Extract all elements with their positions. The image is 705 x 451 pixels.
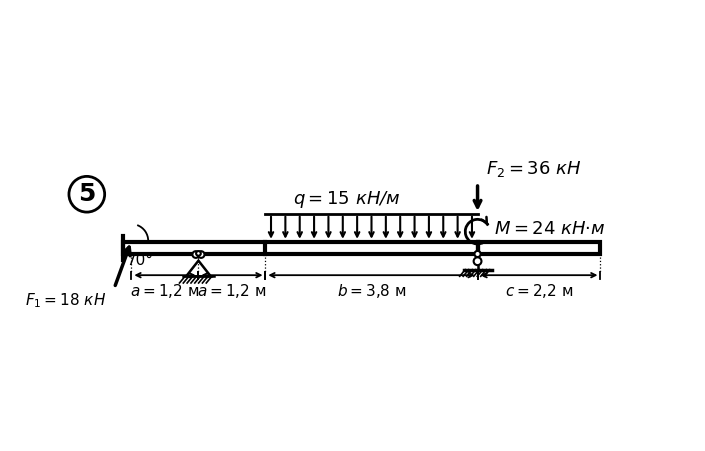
Text: $c = 2{,}2$ м: $c = 2{,}2$ м	[505, 282, 573, 300]
Circle shape	[198, 251, 204, 258]
Text: $q = 15$ кН/м: $q = 15$ кН/м	[293, 189, 401, 211]
Text: $M = 24$ кН$\cdot$м: $M = 24$ кН$\cdot$м	[494, 220, 606, 238]
Circle shape	[474, 258, 482, 265]
Text: $F_1 = 18$ кН: $F_1 = 18$ кН	[25, 291, 106, 309]
Circle shape	[196, 251, 201, 256]
Bar	[266, 242, 477, 244]
Circle shape	[192, 251, 199, 258]
Text: $a = 1{,}2$ м: $a = 1{,}2$ м	[197, 282, 266, 300]
Bar	[123, 242, 601, 254]
Circle shape	[69, 176, 104, 212]
Text: $a = 1{,}2$ м: $a = 1{,}2$ м	[130, 282, 200, 300]
Circle shape	[474, 251, 481, 257]
Text: $b = 3{,}8$ м: $b = 3{,}8$ м	[337, 282, 406, 300]
Text: 5: 5	[78, 182, 95, 206]
Text: $F_2 = 36$ кН: $F_2 = 36$ кН	[486, 159, 582, 179]
Text: 70°: 70°	[126, 253, 154, 268]
